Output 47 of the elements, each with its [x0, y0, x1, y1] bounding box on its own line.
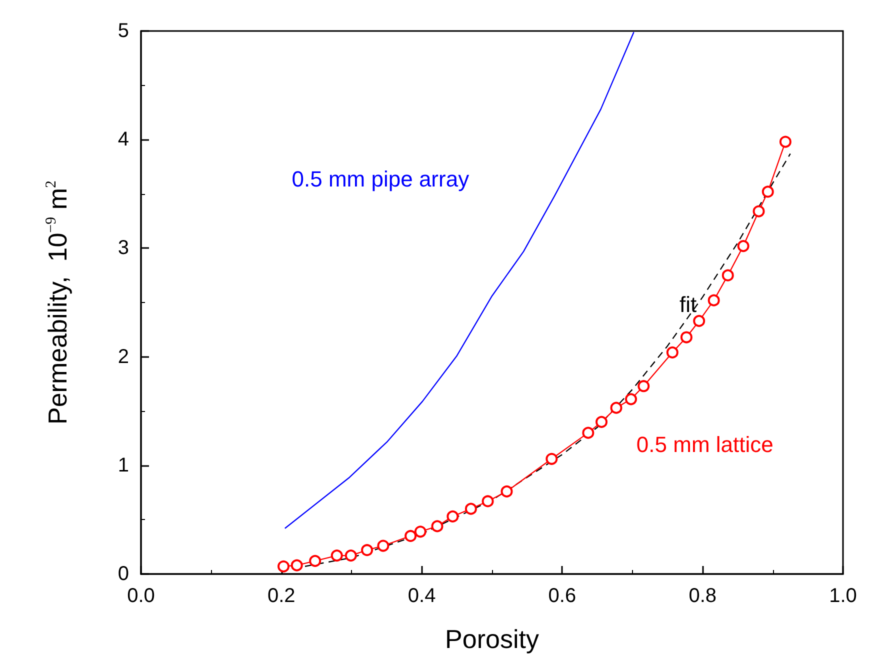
x-tick-label: 0.2 [267, 585, 296, 607]
point [779, 136, 792, 148]
point [638, 380, 650, 392]
x-tick-label: 0.4 [408, 585, 436, 607]
point [666, 346, 678, 358]
point [431, 520, 444, 532]
point [464, 502, 477, 515]
point [762, 186, 774, 198]
point [414, 526, 426, 538]
point [610, 402, 622, 414]
x-tick-label: 0.6 [548, 585, 576, 607]
point [361, 544, 374, 556]
series-label: 0.5 mm lattice [636, 432, 774, 457]
point [309, 554, 322, 567]
line-series [284, 31, 634, 529]
point [482, 495, 494, 508]
x-tick-label: 1.0 [829, 585, 857, 607]
point [330, 550, 343, 562]
y-tick-label: 3 [118, 237, 129, 260]
point [693, 314, 706, 327]
series-label: fit [680, 292, 697, 318]
y-tick-label: 1 [118, 454, 129, 476]
point [596, 416, 608, 428]
point [290, 559, 303, 572]
point [737, 240, 750, 252]
y-tick-label: 0 [118, 563, 129, 585]
y-tick-label: 2 [118, 346, 129, 368]
point [546, 452, 558, 465]
point [500, 485, 513, 498]
x-tick-label: 0.8 [688, 585, 717, 607]
y-tick-label: 4 [118, 128, 129, 151]
y-tick-label: 5 [118, 20, 129, 42]
x-axis-title: Porosity [445, 624, 539, 654]
y-axis-title: Permeability, 10−9 m2 [42, 180, 72, 425]
point [752, 205, 765, 218]
point [722, 269, 734, 282]
point [278, 560, 290, 572]
point [680, 331, 692, 344]
x-tick-label: 0.0 [127, 585, 155, 607]
point [708, 294, 720, 306]
point [582, 426, 594, 439]
point [344, 550, 357, 562]
point [404, 530, 417, 542]
point [377, 540, 390, 552]
point [446, 510, 459, 522]
point [625, 393, 637, 406]
text: 0.5 mm pipe array [292, 166, 470, 192]
